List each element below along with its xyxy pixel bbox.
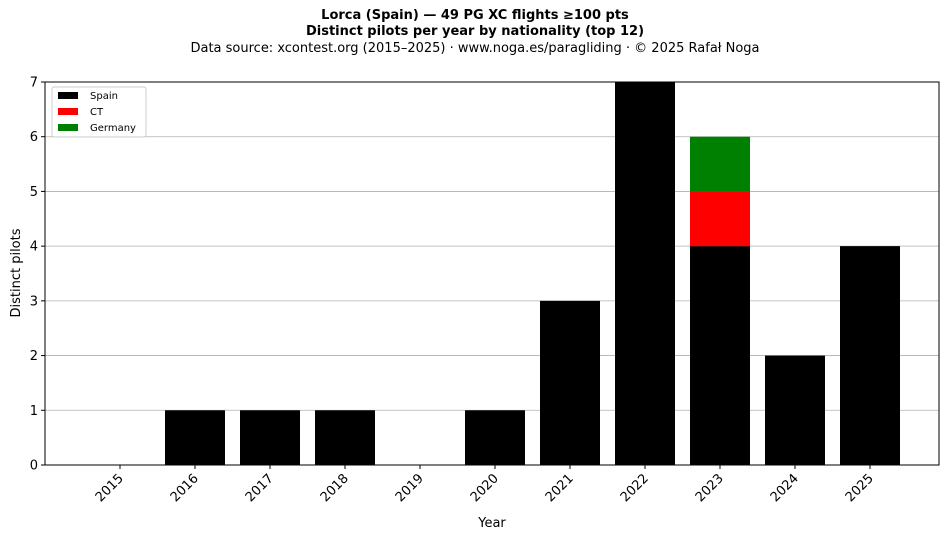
x-axis: 2015 2016 2017 2018 2019 2020 2021 2022 2023 2024… — [93, 465, 877, 505]
x-tick-label: 2019 — [393, 471, 427, 505]
y-tick-label: 7 — [30, 76, 38, 91]
x-tick-label: 2018 — [318, 471, 352, 505]
y-tick-label: 1 — [30, 404, 38, 419]
chart-title-block: Lorca (Spain) — 49 PG XC flights ≥100 pt… — [0, 8, 950, 58]
y-tick-label: 6 — [30, 130, 38, 145]
y-axis-label: Distinct pilots — [9, 228, 24, 317]
legend-swatch-germany — [58, 124, 78, 131]
plot-frame — [44, 81, 940, 466]
y-tick-label: 2 — [30, 349, 38, 364]
y-axis: 0 1 2 3 4 5 6 7 — [30, 76, 45, 474]
legend: Spain CT Germany — [51, 86, 147, 138]
bars — [165, 82, 900, 465]
bar-spain-2020 — [465, 410, 525, 465]
x-tick-label: 2022 — [618, 471, 652, 505]
bar-ct-2023 — [690, 191, 750, 247]
bar-spain-2025 — [840, 246, 900, 465]
y-tick-label: 0 — [30, 459, 38, 474]
x-tick-label: 2021 — [543, 471, 577, 505]
x-tick-label: 2025 — [843, 471, 877, 505]
x-tick-label: 2016 — [168, 471, 202, 505]
legend-label-spain: Spain — [90, 91, 118, 102]
x-axis-label: Year — [477, 516, 506, 531]
chart-source-line: Data source: xcontest.org (2015–2025) · … — [190, 41, 760, 56]
bar-germany-2023 — [690, 136, 750, 192]
x-tick-label: 2024 — [768, 471, 802, 505]
bar-spain-2022 — [615, 82, 675, 465]
chart-subtitle: Distinct pilots per year by nationality … — [305, 24, 645, 39]
bar-spain-2024 — [765, 355, 825, 465]
x-tick-label: 2015 — [93, 471, 127, 505]
x-tick-label: 2020 — [468, 471, 502, 505]
bar-spain-2021 — [540, 300, 600, 465]
y-tick-label: 3 — [30, 294, 38, 309]
legend-label-germany: Germany — [90, 123, 136, 134]
chart-title: Lorca (Spain) — 49 PG XC flights ≥100 pt… — [321, 8, 629, 23]
bar-spain-2017 — [240, 410, 300, 465]
bar-spain-2016 — [165, 410, 225, 465]
y-tick-label: 4 — [30, 240, 38, 255]
legend-label-ct: CT — [90, 107, 104, 118]
x-tick-label: 2017 — [243, 471, 277, 505]
legend-swatch-spain — [58, 92, 78, 99]
x-tick-label: 2023 — [693, 471, 727, 505]
y-tick-label: 5 — [30, 185, 38, 200]
bar-spain-2023 — [690, 246, 750, 465]
legend-swatch-ct — [58, 108, 78, 115]
bar-spain-2018 — [315, 410, 375, 465]
